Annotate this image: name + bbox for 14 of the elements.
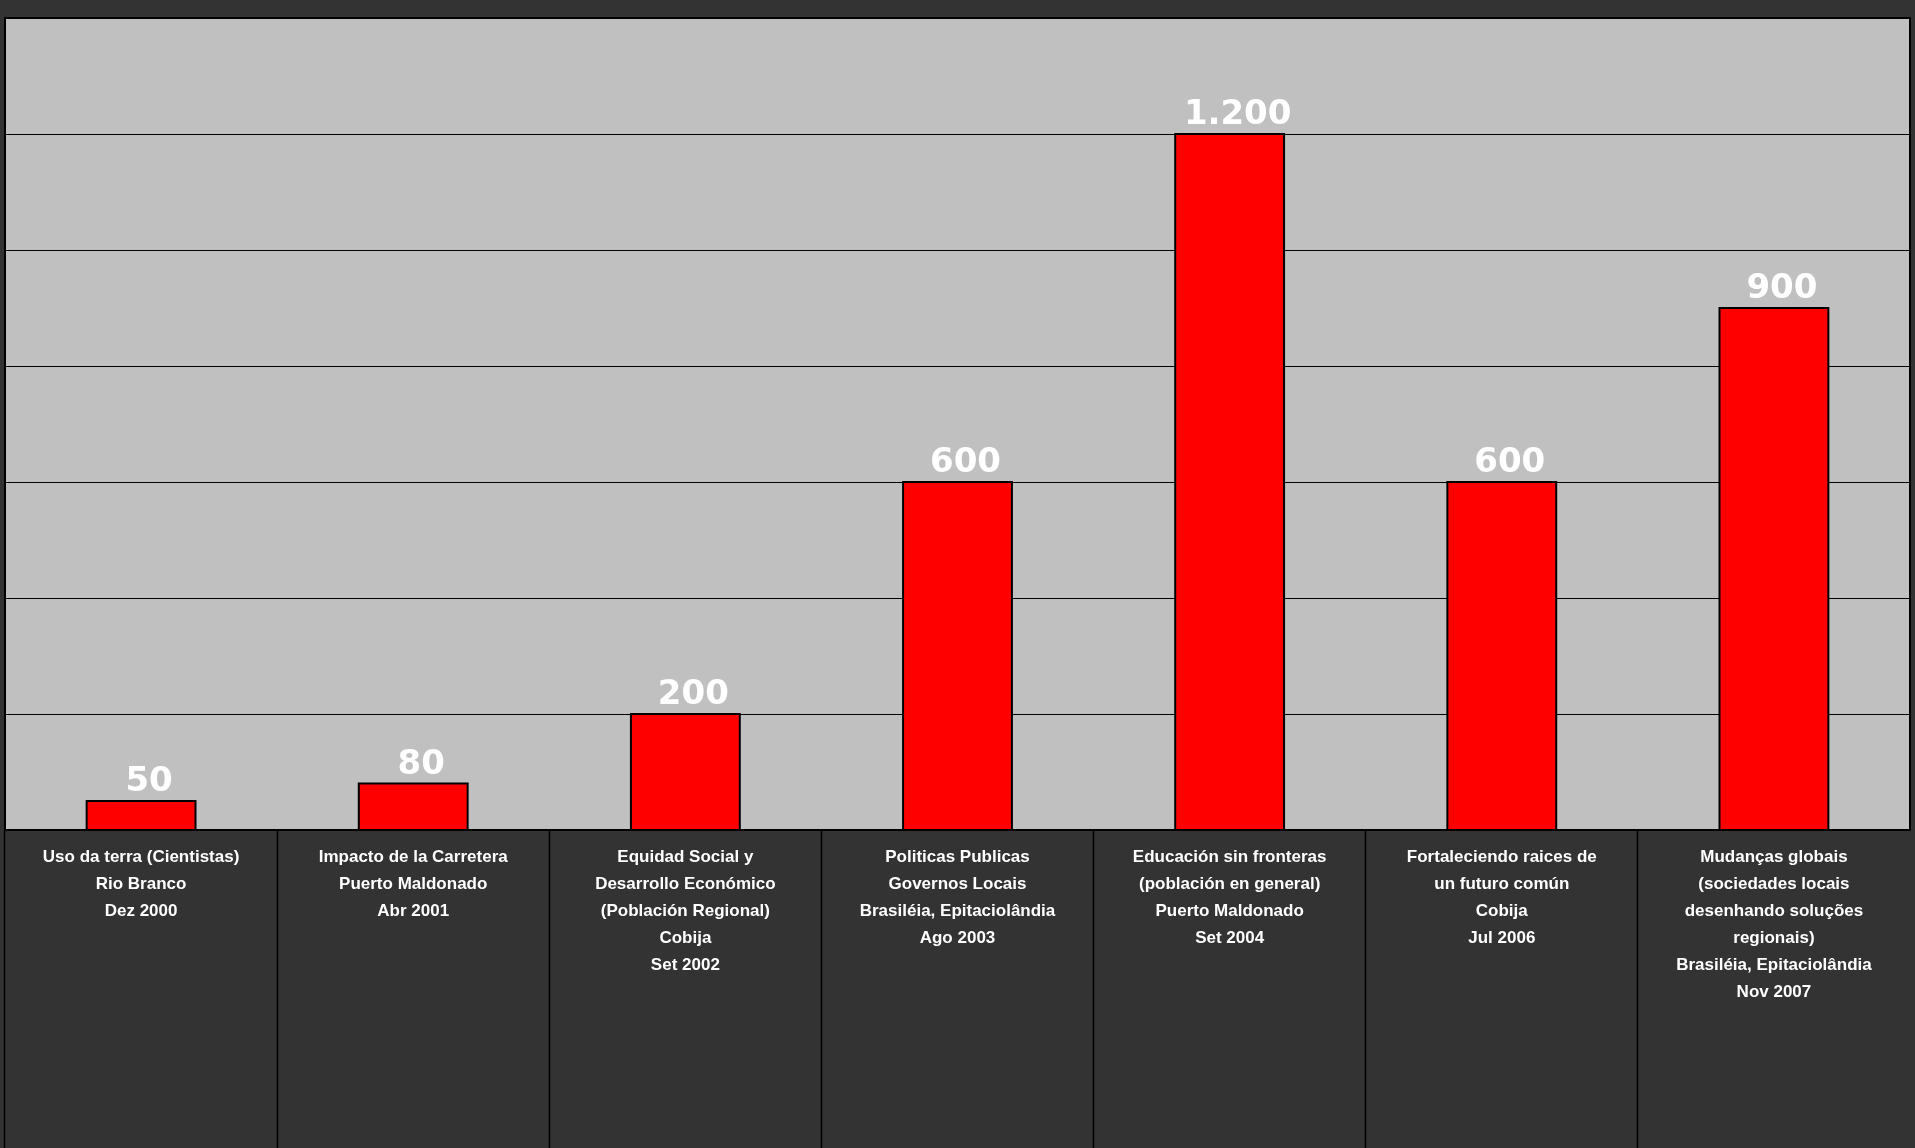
x-tick-label: Politicas Publicas Governos Locais Brasiléia, Epitaciolândia Ago 2003 <box>859 846 1056 947</box>
data-label: 1.200 <box>1183 92 1292 132</box>
x-tick-label: Mudanças globais (sociedades locais desenhando soluções regionais) Brasiléia, Epitaciolândia Nov 2007 <box>1676 846 1873 1001</box>
data-label: 80 <box>397 741 445 782</box>
x-tick-label: Educación sin fronteras (población en general) Puerto Maldonado Set 2004 <box>1132 846 1327 947</box>
x-tick-label: Fortaleciendo raices de un futuro común Cobija Jul 2006 <box>1406 846 1597 947</box>
data-label: 200 <box>657 672 729 712</box>
data-label: 50 <box>125 759 173 799</box>
data-label: 600 <box>1474 440 1546 480</box>
x-tick-label: Impacto de la Carretera Puerto Maldonado Abr 2001 <box>318 846 509 920</box>
data-label: 900 <box>1746 266 1818 306</box>
data-label: 600 <box>930 440 1001 480</box>
x-tick-label: Uso da terra (Cientistas) Rio Branco Dez 2000 <box>42 846 240 920</box>
x-tick-label: Equidad Social y Desarrollo Económico (Población Regional) Cobija Set 2002 <box>595 846 776 974</box>
